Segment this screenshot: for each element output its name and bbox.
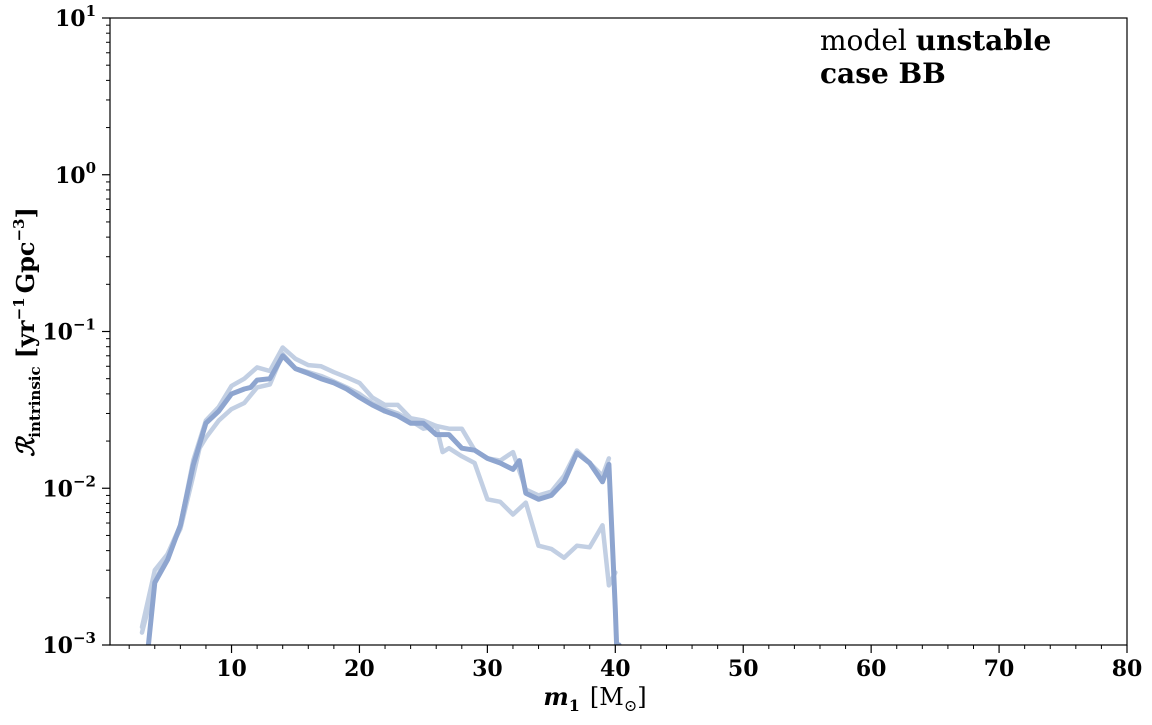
y-tick-label: 101 — [55, 2, 96, 32]
plot-frame — [109, 17, 1128, 646]
x-tick-label: 60 — [856, 656, 887, 682]
y-tick-label: 10−1 — [42, 316, 96, 346]
series-line-1 — [139, 351, 618, 630]
y-tick-exponent: −3 — [73, 629, 96, 647]
x-tick-label: 70 — [984, 656, 1015, 682]
y-tick-base: 10 — [55, 6, 86, 32]
series-line-3 — [145, 353, 622, 645]
x-tick-label: 30 — [472, 656, 503, 682]
y-tick-label: 100 — [55, 159, 96, 189]
y-tick-base: 10 — [55, 163, 86, 189]
y-tick-base: 10 — [42, 633, 73, 659]
y-tick-base: 10 — [42, 476, 73, 502]
annotation-line-2: case BB — [820, 57, 946, 90]
series-layer — [139, 345, 622, 645]
y-tick-exponent: −2 — [73, 472, 96, 490]
y-tick-exponent: −1 — [73, 316, 96, 334]
y-tick-label: 10−2 — [42, 472, 96, 502]
x-tick-label: 20 — [344, 656, 375, 682]
x-axis-label: m1 [M⊙] — [543, 682, 646, 715]
series-line-2 — [139, 345, 612, 635]
y-tick-exponent: 1 — [86, 2, 96, 20]
annotation-line-1: model unstable — [820, 24, 1051, 57]
y-axis-label: ℛintrinsic[yr−1Gpc−3] — [10, 207, 44, 457]
y-tick-exponent: 0 — [86, 159, 96, 177]
y-tick-base: 10 — [42, 320, 73, 346]
y-tick-label: 10−3 — [42, 629, 96, 659]
x-tick-label: 10 — [216, 656, 247, 682]
axes-layer — [109, 17, 1128, 646]
x-tick-label: 40 — [600, 656, 631, 682]
x-tick-label: 50 — [728, 656, 759, 682]
x-tick-label: 80 — [1112, 656, 1143, 682]
